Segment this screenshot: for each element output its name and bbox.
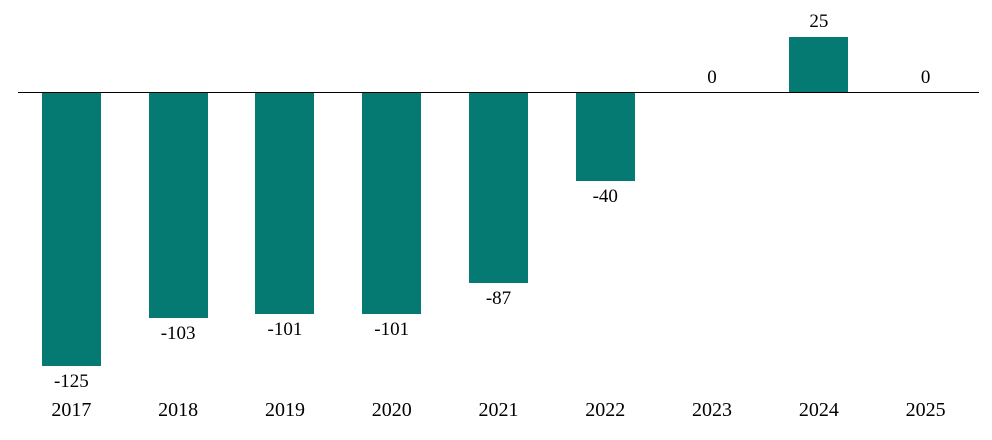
value-label-2018: -103	[160, 323, 196, 345]
x-axis-label-2022: 2022	[585, 399, 626, 421]
x-axis-label-2018: 2018	[158, 399, 199, 421]
bar-2024	[789, 37, 849, 92]
x-axis-label-2017: 2017	[51, 399, 92, 421]
bar-2022	[575, 93, 635, 181]
value-label-2017: -125	[53, 371, 89, 393]
x-axis-label-2023: 2023	[692, 399, 733, 421]
value-label-2021: -87	[485, 288, 512, 310]
x-axis-label-2024: 2024	[798, 399, 839, 421]
bar-2017	[41, 93, 101, 367]
bar-2020	[362, 93, 422, 314]
value-label-2020: -101	[374, 318, 410, 340]
bar-2019	[255, 93, 315, 314]
x-axis-label-2019: 2019	[264, 399, 305, 421]
bar-2021	[469, 93, 528, 284]
x-axis-baseline	[18, 91, 979, 94]
value-label-2023: 0	[707, 67, 717, 89]
x-axis-label-2025: 2025	[905, 399, 946, 421]
value-label-2019: -101	[267, 318, 303, 340]
bar-2018	[148, 93, 208, 319]
x-axis-label-2020: 2020	[371, 399, 412, 421]
value-label-2022: -40	[592, 185, 618, 207]
x-axis-label-2021: 2021	[478, 399, 519, 421]
value-label-2024: 25	[809, 11, 829, 33]
value-label-2025: 0	[920, 67, 931, 89]
